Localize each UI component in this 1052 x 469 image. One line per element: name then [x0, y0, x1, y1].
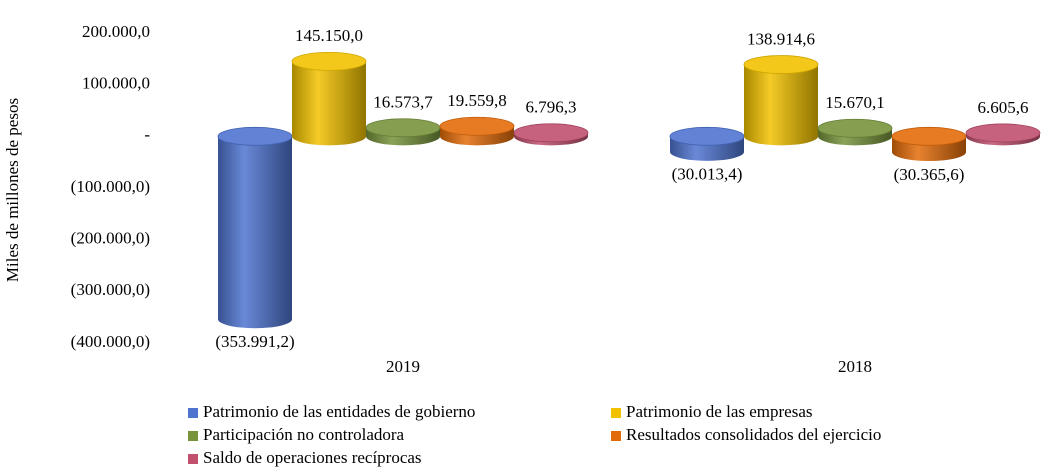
cylinder [965, 123, 1041, 146]
cylinder [817, 118, 893, 146]
y-tick-label: (300.000,0) [71, 280, 150, 299]
legend-label: Resultados consolidados del ejercicio [626, 425, 881, 444]
cylinder-body [292, 61, 366, 137]
cylinder-top [669, 126, 745, 146]
cylinder-bottom [292, 127, 366, 146]
y-tick-label: (400.000,0) [71, 332, 150, 351]
cylinder-top [965, 123, 1041, 143]
cylinder-bottom [670, 142, 744, 161]
cylinder-top [513, 123, 589, 143]
value-label: (30.365,6) [894, 165, 965, 184]
legend-label: Patrimonio de las empresas [626, 402, 813, 421]
cylinder-top [365, 118, 441, 138]
cylinder-top [217, 126, 293, 146]
value-label: 19.559,8 [447, 91, 507, 110]
cylinder-bottom [892, 143, 966, 162]
value-label: 6.796,3 [526, 98, 577, 117]
legend-swatch [611, 431, 621, 441]
y-tick-label: 100.000,0 [82, 74, 150, 93]
cylinder-top [291, 51, 367, 71]
cylinder-top [743, 55, 819, 74]
cylinder [365, 118, 441, 146]
cylinder-top [817, 118, 893, 138]
legend-label: Saldo de operaciones recíprocas [203, 448, 422, 467]
cylinder [669, 126, 745, 161]
y-tick-label: - [144, 125, 150, 144]
cylinder [513, 123, 589, 146]
cylinder-top [439, 116, 515, 136]
x-tick-label: 2019 [386, 357, 420, 376]
value-label: 138.914,6 [747, 29, 815, 48]
legend-label: Patrimonio de las entidades de gobierno [203, 402, 475, 421]
value-label: 6.605,6 [978, 98, 1029, 117]
cylinder [891, 126, 967, 162]
x-tick-label: 2018 [838, 357, 872, 376]
legend-swatch [611, 408, 621, 418]
legend-label: Participación no controladora [203, 425, 405, 444]
value-label: (353.991,2) [215, 332, 294, 351]
cylinder-body [218, 136, 292, 320]
cylinder [439, 116, 515, 146]
y-axis-title: Miles de millones de pesos [3, 98, 22, 282]
legend-swatch [188, 431, 198, 441]
legend-swatch [188, 454, 198, 464]
cylinder [291, 51, 367, 146]
value-label: 145.150,0 [295, 26, 363, 45]
cylinder-body [744, 64, 818, 137]
y-tick-label: (100.000,0) [71, 177, 150, 196]
legend-swatch [188, 408, 198, 418]
cylinder [743, 55, 819, 146]
cylinder-top [891, 126, 967, 146]
cylinder-bottom [744, 127, 818, 146]
y-tick-label: (200.000,0) [71, 229, 150, 248]
cylinder-bottom [218, 310, 292, 329]
value-label: 15.670,1 [825, 93, 885, 112]
cylinder [217, 126, 293, 329]
value-label: 16.573,7 [373, 93, 433, 112]
y-tick-label: 200.000,0 [82, 22, 150, 41]
value-label: (30.013,4) [672, 165, 743, 184]
